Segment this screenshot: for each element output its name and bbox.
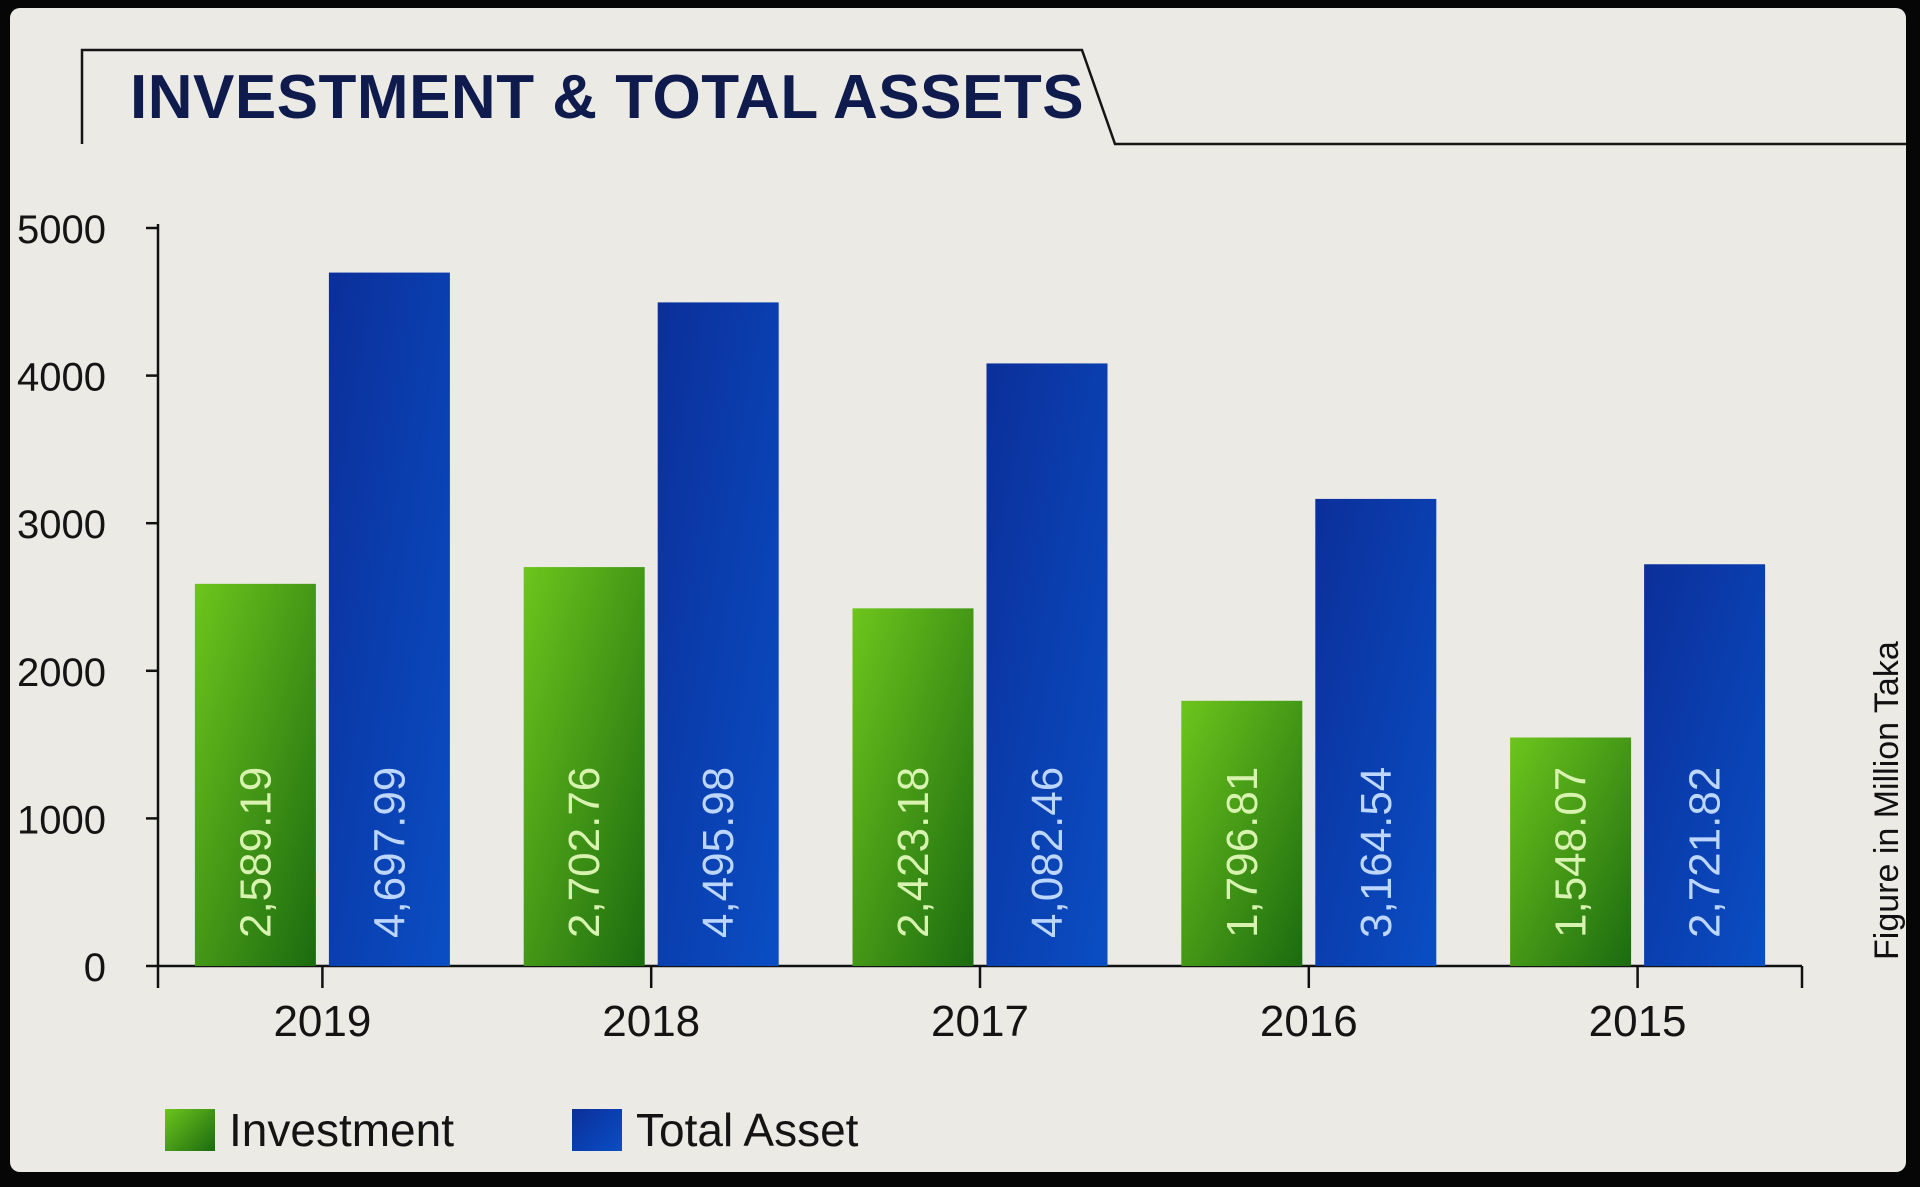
x-tick-label: 2018 <box>602 997 700 1046</box>
legend-item-total-asset: Total Asset <box>572 1104 859 1156</box>
bar-investment <box>523 567 645 966</box>
x-tick-label: 2016 <box>1260 997 1358 1046</box>
data-label: 4,495.98 <box>694 767 743 938</box>
bar-investment <box>1510 737 1632 966</box>
data-label: 1,548.07 <box>1547 767 1596 938</box>
bar-total-asset <box>986 363 1108 966</box>
y-tick-label: 3000 <box>17 503 106 547</box>
x-tick-label: 2015 <box>1589 997 1687 1046</box>
bar-total-asset <box>1315 498 1437 966</box>
bar-total-asset <box>1644 564 1766 966</box>
y-tick-label: 2000 <box>17 651 106 695</box>
x-tick-label: 2017 <box>931 997 1029 1046</box>
data-label: 4,082.46 <box>1023 767 1072 938</box>
bar-total-asset <box>328 272 450 967</box>
bar-total-asset <box>657 302 779 967</box>
data-label: 1,796.81 <box>1218 767 1267 938</box>
data-label: 2,589.19 <box>231 767 280 938</box>
y-tick-label: 4000 <box>17 356 106 400</box>
data-label: 4,697.99 <box>365 767 414 938</box>
bar-investment <box>852 608 974 966</box>
legend-label-investment: Investment <box>229 1104 454 1156</box>
legend-swatch-total-asset <box>572 1109 622 1151</box>
bar-investment <box>194 583 316 966</box>
legend-item-investment: Investment <box>165 1104 454 1156</box>
y-tick-label: 1000 <box>17 798 106 842</box>
legend-swatch-investment <box>165 1109 215 1151</box>
data-label: 2,423.18 <box>889 767 938 938</box>
legend-label-total-asset: Total Asset <box>636 1104 859 1156</box>
chart-title: INVESTMENT & TOTAL ASSETS <box>130 63 1085 132</box>
chart-card <box>10 8 1906 1172</box>
x-tick-label: 2019 <box>273 997 371 1046</box>
bar-investment <box>1181 700 1303 966</box>
y-tick-label: 5000 <box>17 208 106 252</box>
title-tab-outline <box>80 48 1906 146</box>
y-axis-unit-label: Figure in Million Taka <box>1868 641 1906 960</box>
data-label: 2,702.76 <box>560 767 609 938</box>
data-label: 3,164.54 <box>1352 767 1401 938</box>
y-tick-label: 0 <box>84 946 106 990</box>
data-label: 2,721.82 <box>1681 767 1730 938</box>
